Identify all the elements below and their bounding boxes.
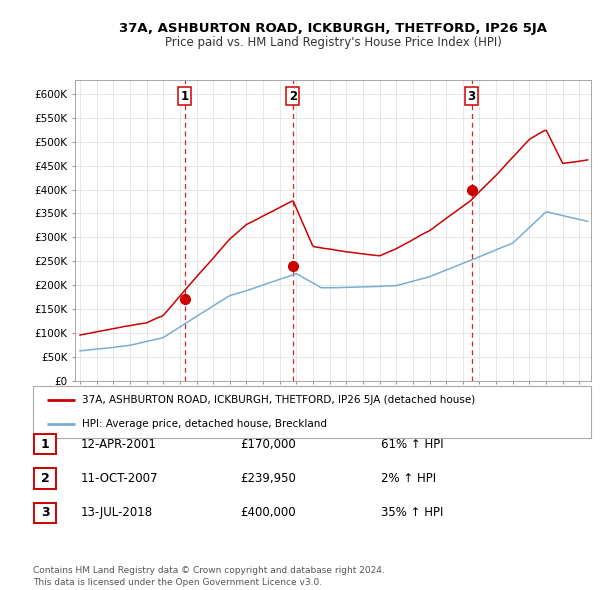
- Text: 2% ↑ HPI: 2% ↑ HPI: [381, 472, 436, 485]
- Text: 1: 1: [41, 438, 49, 451]
- Text: 11-OCT-2007: 11-OCT-2007: [81, 472, 158, 485]
- Text: 12-APR-2001: 12-APR-2001: [81, 438, 157, 451]
- Text: 3: 3: [41, 506, 49, 519]
- Text: £170,000: £170,000: [240, 438, 296, 451]
- Text: £400,000: £400,000: [240, 506, 296, 519]
- Text: Contains HM Land Registry data © Crown copyright and database right 2024.
This d: Contains HM Land Registry data © Crown c…: [33, 566, 385, 587]
- Text: 61% ↑ HPI: 61% ↑ HPI: [381, 438, 443, 451]
- Text: 13-JUL-2018: 13-JUL-2018: [81, 506, 153, 519]
- Text: 37A, ASHBURTON ROAD, ICKBURGH, THETFORD, IP26 5JA: 37A, ASHBURTON ROAD, ICKBURGH, THETFORD,…: [119, 22, 547, 35]
- Text: HPI: Average price, detached house, Breckland: HPI: Average price, detached house, Brec…: [82, 419, 327, 429]
- Text: 37A, ASHBURTON ROAD, ICKBURGH, THETFORD, IP26 5JA (detached house): 37A, ASHBURTON ROAD, ICKBURGH, THETFORD,…: [82, 395, 475, 405]
- Text: 35% ↑ HPI: 35% ↑ HPI: [381, 506, 443, 519]
- Text: £239,950: £239,950: [240, 472, 296, 485]
- Text: 1: 1: [181, 90, 188, 103]
- Text: 3: 3: [467, 90, 476, 103]
- Text: Price paid vs. HM Land Registry's House Price Index (HPI): Price paid vs. HM Land Registry's House …: [164, 36, 502, 49]
- Text: 2: 2: [41, 472, 49, 485]
- Text: 2: 2: [289, 90, 297, 103]
